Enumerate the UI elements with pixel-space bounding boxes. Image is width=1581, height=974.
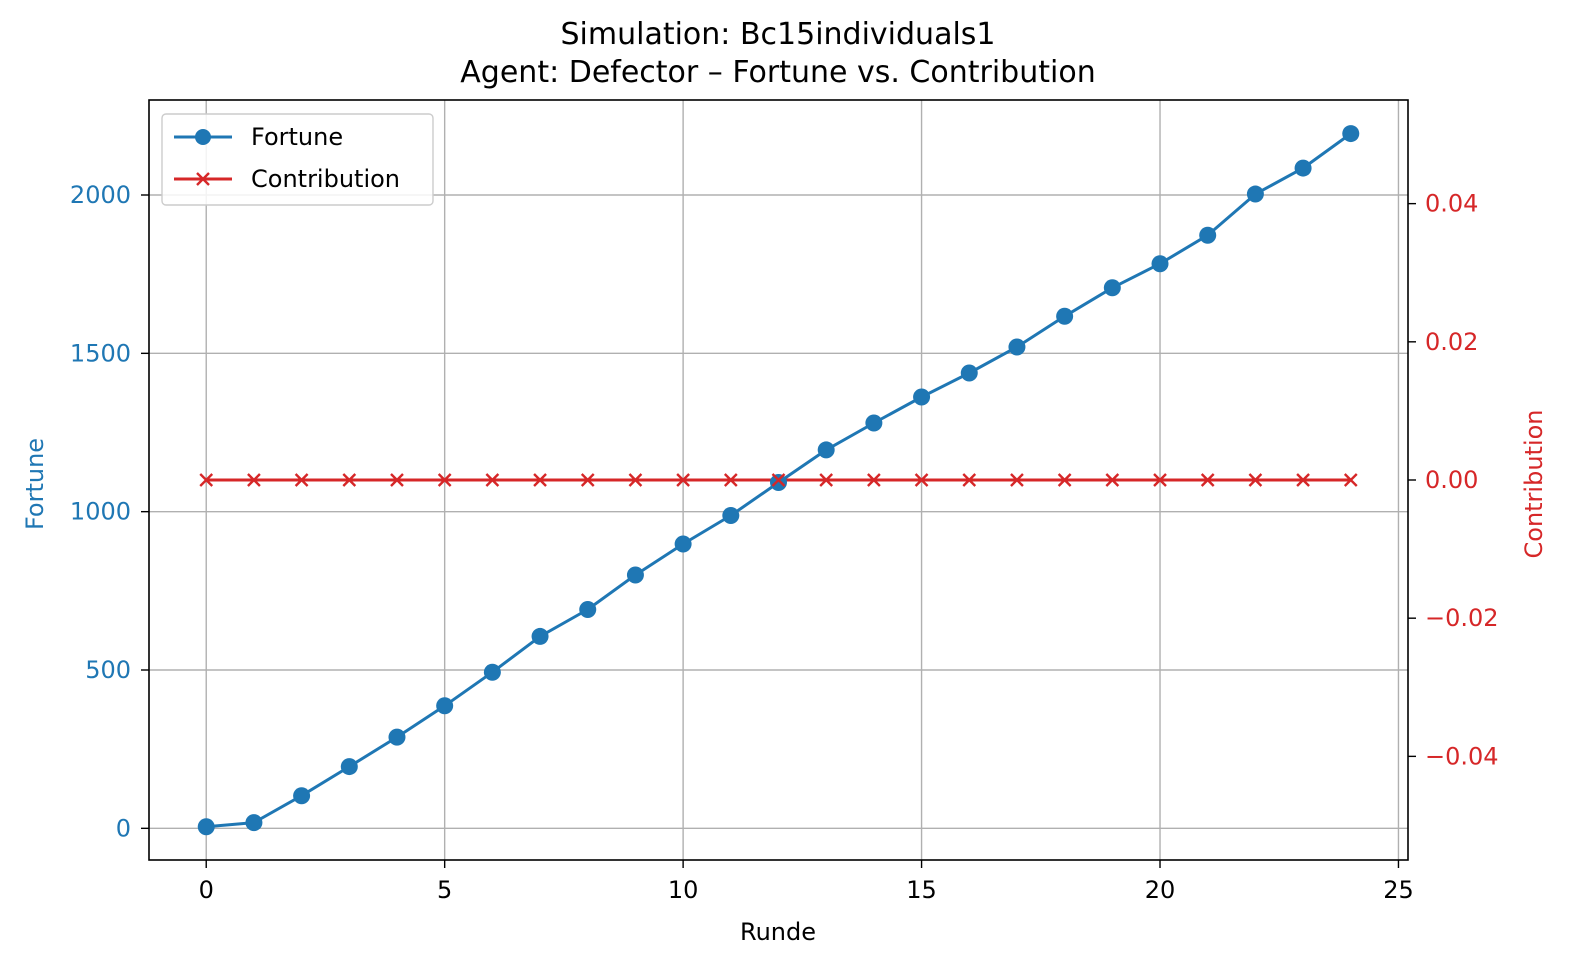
contribution-point [247, 473, 261, 487]
y-left-tick-label: 2000 [70, 181, 131, 209]
y-axis-right-label: Contribution [1520, 409, 1548, 558]
y-right-tick-label: 0.04 [1425, 190, 1478, 218]
legend-contribution-label: Contribution [251, 165, 400, 193]
contribution-point [962, 473, 977, 487]
series-markers [197, 125, 1360, 836]
x-axis-label: Runde [740, 918, 816, 946]
contribution-point [1343, 473, 1358, 487]
contribution-point [342, 473, 357, 487]
x-tick-label: 0 [199, 876, 214, 904]
contribution-point [437, 473, 452, 487]
contribution-point [628, 473, 643, 487]
y-right-tick-label: 0.02 [1425, 328, 1478, 356]
fortune-point [1056, 307, 1074, 325]
fortune-point [579, 601, 597, 619]
y-axis-left: 0 500 1000 1500 2000 [70, 181, 149, 842]
y-right-tick-label: 0.00 [1425, 466, 1478, 494]
chart-title: Simulation: Bc15individuals1 [561, 17, 996, 52]
y-left-tick-label: 0 [116, 814, 131, 842]
fortune-point [483, 663, 501, 681]
fortune-point [1008, 338, 1026, 356]
fortune-point [674, 535, 692, 553]
contribution-point [485, 473, 500, 487]
y-left-tick-label: 1000 [70, 498, 131, 526]
x-tick-label: 5 [437, 876, 452, 904]
fortune-point [388, 728, 406, 746]
contribution-point [1010, 473, 1024, 487]
contribution-point [1105, 473, 1120, 487]
fortune-point [1199, 226, 1217, 244]
contribution-point [676, 473, 690, 487]
fortune-point [770, 474, 787, 492]
fortune-point [626, 566, 644, 584]
contribution-point [390, 473, 404, 487]
legend-fortune-marker [195, 129, 211, 145]
y-axis-right: −0.04 −0.02 0.00 0.02 0.04 [1408, 190, 1499, 770]
fortune-point [531, 627, 549, 645]
chart-subtitle: Agent: Defector – Fortune vs. Contributi… [460, 55, 1095, 90]
fortune-point [1151, 255, 1169, 273]
fortune-point [865, 414, 883, 432]
x-tick-label: 25 [1383, 876, 1414, 904]
fortune-point [913, 388, 931, 406]
contribution-point [1248, 473, 1263, 487]
legend-contribution-marker [196, 172, 210, 186]
x-tick-label: 20 [1145, 876, 1176, 904]
fortune-point [1294, 159, 1312, 177]
y-right-tick-label: −0.04 [1425, 742, 1499, 770]
y-axis-left-label: Fortune [21, 438, 49, 530]
contribution-point [580, 473, 595, 487]
contribution-point [199, 473, 214, 487]
fortune-point [340, 758, 358, 776]
contribution-point [723, 473, 738, 487]
y-left-tick-label: 500 [85, 656, 131, 684]
contribution-point [867, 473, 881, 487]
fortune-point [722, 506, 740, 524]
contribution-point [1200, 473, 1215, 487]
x-tick-label: 10 [668, 876, 699, 904]
contribution-point [294, 473, 309, 487]
fortune-point [1246, 185, 1264, 203]
fortune-point [436, 697, 454, 715]
y-left-tick-label: 1500 [70, 339, 131, 367]
contribution-point [819, 473, 834, 487]
fortune-point [1342, 125, 1360, 143]
fortune-point [245, 814, 263, 832]
fortune-point [817, 441, 835, 459]
contribution-point [533, 473, 547, 487]
x-axis: 0 5 10 15 20 25 [199, 860, 1414, 904]
contribution-point [1153, 473, 1167, 487]
contribution-point [1057, 473, 1072, 487]
legend-fortune-label: Fortune [251, 123, 343, 151]
contribution-point [771, 473, 786, 487]
fortune-point [960, 364, 978, 382]
contribution-point [914, 473, 929, 487]
fortune-point [197, 818, 215, 836]
legend: Fortune Contribution [161, 113, 434, 206]
y-right-tick-label: −0.02 [1425, 604, 1499, 632]
contribution-point [1296, 473, 1310, 487]
fortune-point [293, 787, 311, 805]
fortune-point [1103, 279, 1121, 297]
x-tick-label: 15 [906, 876, 937, 904]
